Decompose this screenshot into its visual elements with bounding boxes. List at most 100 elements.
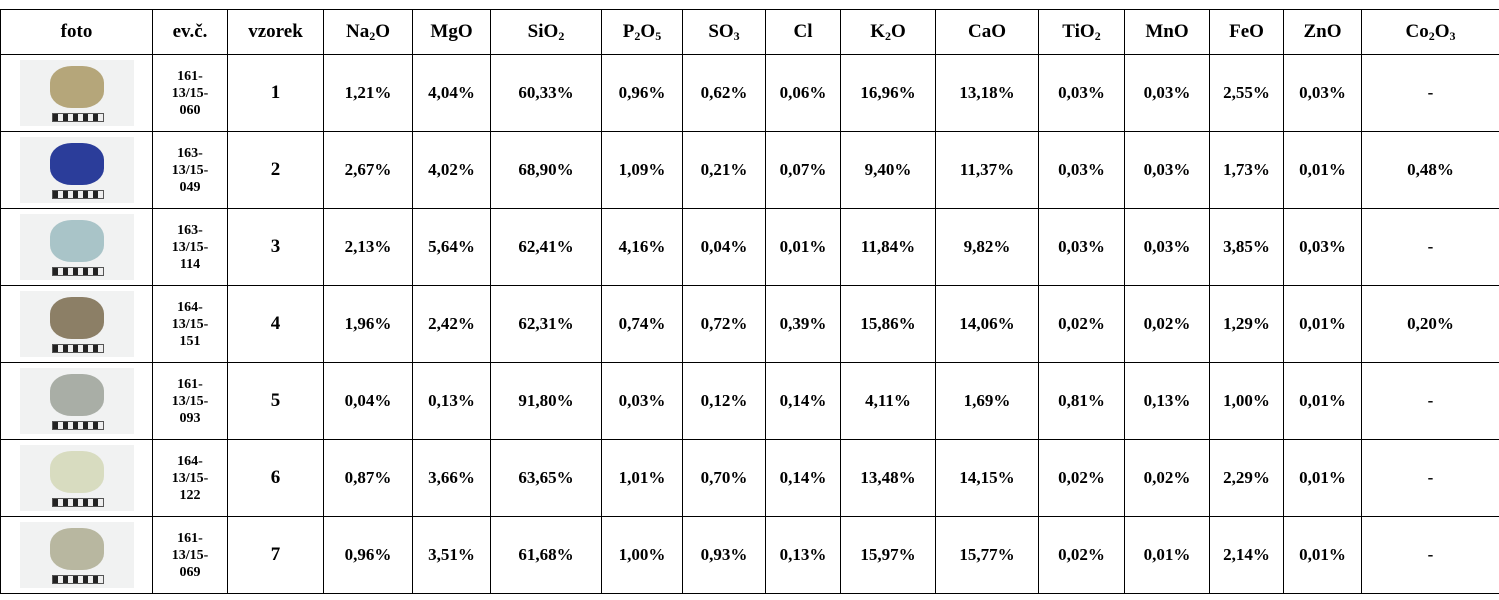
value-cell: 5,64% xyxy=(412,208,491,286)
table-row: 161-13/15-060 1 1,21% 4,04% 60,33% 0,96% 0,62%… xyxy=(0,54,1499,132)
photo xyxy=(19,291,134,357)
header-cell: vzorek xyxy=(227,9,324,55)
value-cell: - xyxy=(1361,516,1499,594)
table-row: 164-13/15-151 4 1,96% 2,42% 62,31% 0,74% 0,72%… xyxy=(0,285,1499,363)
value-cell: 0,13% xyxy=(765,516,841,594)
table-row: 163-13/15-114 3 2,13% 5,64% 62,41% 4,16% 0,04%… xyxy=(0,208,1499,286)
photo xyxy=(19,60,134,126)
value-cell: 0,03% xyxy=(1038,208,1125,286)
ev-number: 164-13/15-151 xyxy=(152,285,228,363)
value-cell: 3,85% xyxy=(1209,208,1284,286)
value-cell: 0,70% xyxy=(682,439,766,517)
value-cell: 1,09% xyxy=(601,131,683,209)
value-cell: 0,01% xyxy=(1283,131,1362,209)
table-row: 161-13/15-069 7 0,96% 3,51% 61,68% 1,00% 0,93%… xyxy=(0,516,1499,594)
table-row: 164-13/15-122 6 0,87% 3,66% 63,65% 1,01% 0,70%… xyxy=(0,439,1499,517)
table-row: 161-13/15-093 5 0,04% 0,13% 91,80% 0,03% 0,12%… xyxy=(0,362,1499,440)
scale-bar xyxy=(51,113,104,122)
scale-bar xyxy=(51,498,104,507)
photo-cell xyxy=(0,362,153,440)
scale-bar xyxy=(51,575,104,584)
value-cell: - xyxy=(1361,362,1499,440)
value-cell: 0,07% xyxy=(765,131,841,209)
value-cell: - xyxy=(1361,208,1499,286)
value-cell: 2,42% xyxy=(412,285,491,363)
value-cell: 0,14% xyxy=(765,362,841,440)
value-cell: 0,03% xyxy=(1124,54,1210,132)
value-cell: 1,69% xyxy=(935,362,1039,440)
value-cell: 11,37% xyxy=(935,131,1039,209)
value-cell: 0,13% xyxy=(1124,362,1210,440)
value-cell: 4,11% xyxy=(840,362,936,440)
value-cell: 0,20% xyxy=(1361,285,1499,363)
value-cell: 0,03% xyxy=(1038,131,1125,209)
value-cell: 0,03% xyxy=(1124,208,1210,286)
scale-bar xyxy=(51,267,104,276)
sample-number: 2 xyxy=(227,131,324,209)
value-cell: 13,48% xyxy=(840,439,936,517)
value-cell: 0,03% xyxy=(1283,54,1362,132)
value-cell: 2,67% xyxy=(323,131,413,209)
value-cell: 1,73% xyxy=(1209,131,1284,209)
ev-number: 163-13/15-114 xyxy=(152,208,228,286)
value-cell: 9,40% xyxy=(840,131,936,209)
header-cell: MgO xyxy=(412,9,491,55)
value-cell: 1,00% xyxy=(601,516,683,594)
value-cell: 0,87% xyxy=(323,439,413,517)
value-cell: 91,80% xyxy=(490,362,602,440)
header-cell: foto xyxy=(0,9,153,55)
value-cell: 0,02% xyxy=(1038,285,1125,363)
value-cell: 0,81% xyxy=(1038,362,1125,440)
value-cell: 0,72% xyxy=(682,285,766,363)
value-cell: - xyxy=(1361,439,1499,517)
sample-number: 6 xyxy=(227,439,324,517)
value-cell: 14,15% xyxy=(935,439,1039,517)
header-cell: Na2O xyxy=(323,9,413,55)
photo-cell xyxy=(0,208,153,286)
value-cell: 0,21% xyxy=(682,131,766,209)
header-cell: SiO2 xyxy=(490,9,602,55)
ev-number: 161-13/15-093 xyxy=(152,362,228,440)
photo xyxy=(19,368,134,434)
value-cell: 1,29% xyxy=(1209,285,1284,363)
value-cell: 11,84% xyxy=(840,208,936,286)
value-cell: 2,29% xyxy=(1209,439,1284,517)
value-cell: 62,31% xyxy=(490,285,602,363)
value-cell: 13,18% xyxy=(935,54,1039,132)
photo xyxy=(19,137,134,203)
photo xyxy=(19,214,134,280)
value-cell: 0,01% xyxy=(1283,285,1362,363)
specimen xyxy=(49,528,104,570)
specimen xyxy=(49,143,104,185)
value-cell: 0,04% xyxy=(682,208,766,286)
header-cell: MnO xyxy=(1124,9,1210,55)
composition-table: foto ev.č. vzorek Na2O MgO SiO2 P2O5 SO3 Cl K2O Ca… xyxy=(0,9,1499,594)
header-cell: TiO2 xyxy=(1038,9,1125,55)
value-cell: 1,01% xyxy=(601,439,683,517)
value-cell: 0,12% xyxy=(682,362,766,440)
value-cell: 0,02% xyxy=(1038,439,1125,517)
value-cell: 15,77% xyxy=(935,516,1039,594)
value-cell: 0,04% xyxy=(323,362,413,440)
value-cell: 9,82% xyxy=(935,208,1039,286)
value-cell: 68,90% xyxy=(490,131,602,209)
value-cell: 0,02% xyxy=(1124,285,1210,363)
photo-cell xyxy=(0,439,153,517)
header-cell: K2O xyxy=(840,9,936,55)
scale-bar xyxy=(51,421,104,430)
value-cell: 0,96% xyxy=(601,54,683,132)
value-cell: 0,03% xyxy=(1038,54,1125,132)
value-cell: 0,13% xyxy=(412,362,491,440)
photo xyxy=(19,445,134,511)
header-cell: Co2O3 xyxy=(1361,9,1499,55)
value-cell: 2,14% xyxy=(1209,516,1284,594)
specimen xyxy=(49,297,104,339)
value-cell: 60,33% xyxy=(490,54,602,132)
value-cell: 0,14% xyxy=(765,439,841,517)
value-cell: 15,86% xyxy=(840,285,936,363)
value-cell: 0,02% xyxy=(1124,439,1210,517)
ev-number: 164-13/15-122 xyxy=(152,439,228,517)
scale-bar xyxy=(51,190,104,199)
value-cell: 0,74% xyxy=(601,285,683,363)
